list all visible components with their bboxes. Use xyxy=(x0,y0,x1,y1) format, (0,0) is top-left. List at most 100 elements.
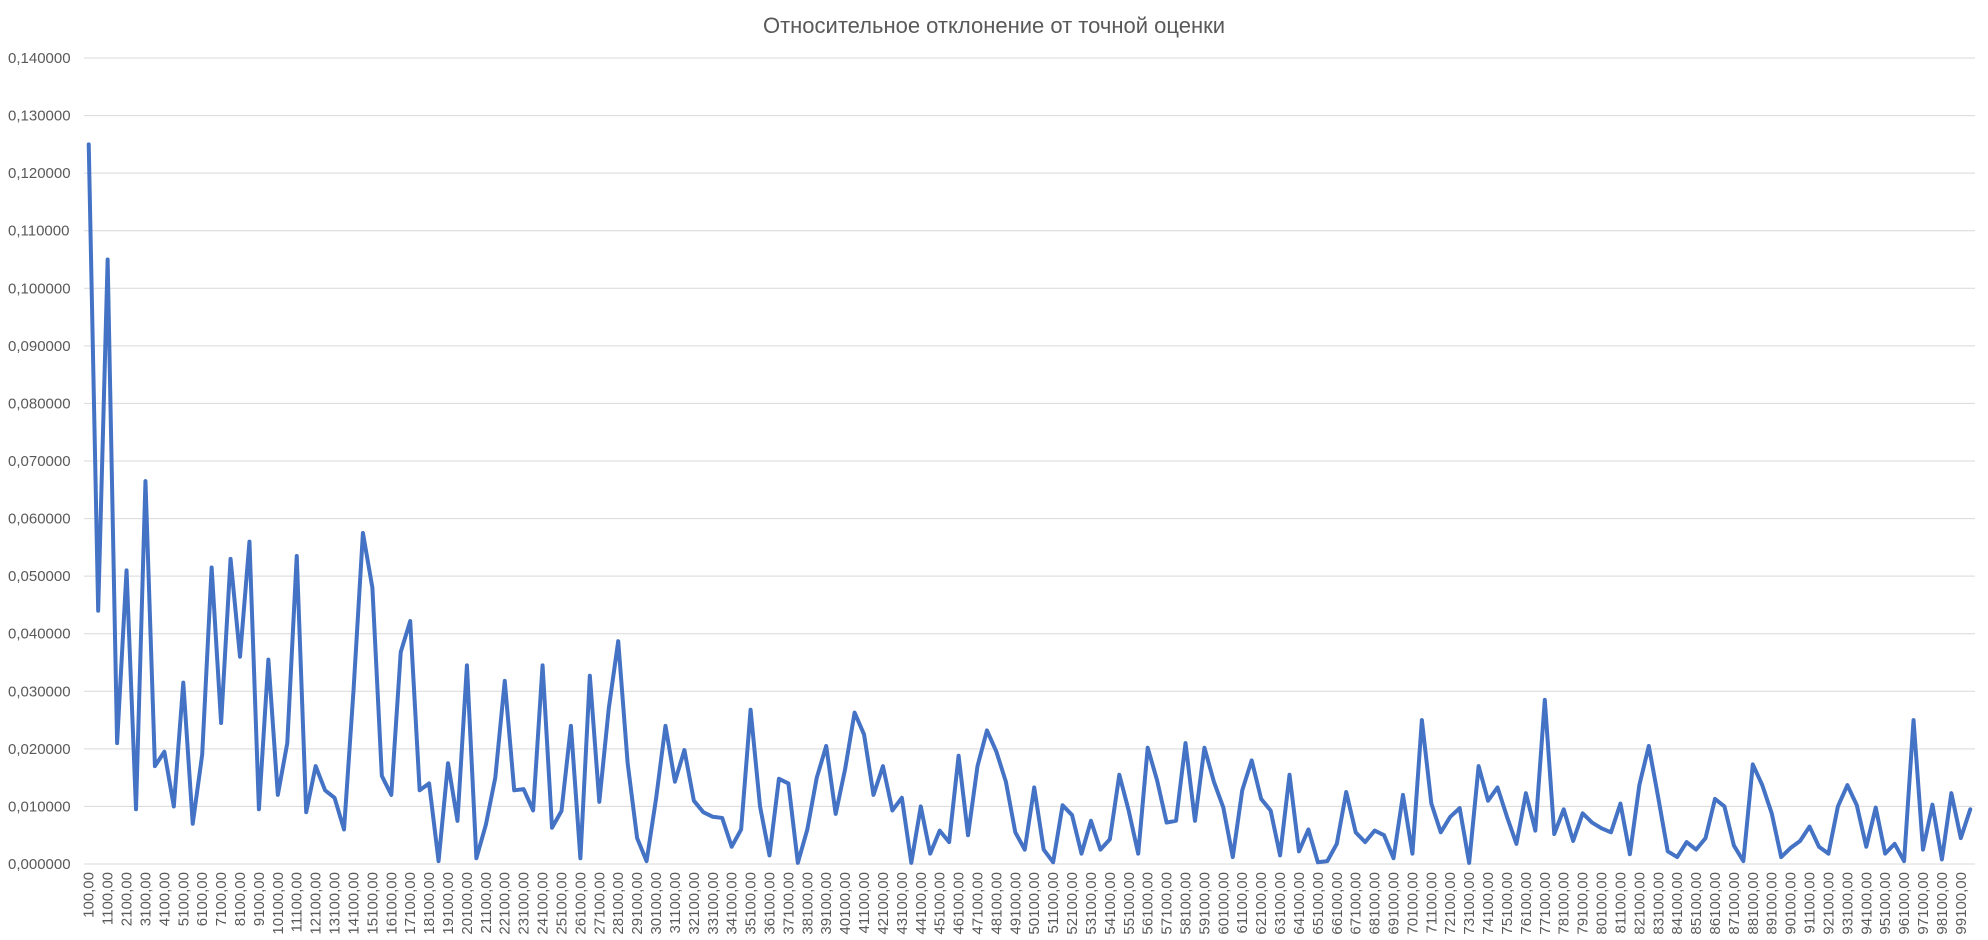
x-tick-label: 37100,00 xyxy=(780,872,797,935)
data-point xyxy=(1335,842,1338,845)
data-point xyxy=(1250,759,1253,762)
x-tick-label: 86100,00 xyxy=(1707,872,1724,935)
data-point xyxy=(551,826,554,829)
data-point xyxy=(1156,779,1159,782)
data-point xyxy=(1808,825,1811,828)
x-tick-label: 73100,00 xyxy=(1461,872,1478,935)
data-point xyxy=(1562,808,1565,811)
data-point xyxy=(257,808,260,811)
data-point xyxy=(1893,842,1896,845)
x-tick-label: 39100,00 xyxy=(818,872,835,935)
data-point xyxy=(1628,853,1631,856)
x-tick-label: 40100,00 xyxy=(837,872,854,935)
data-point xyxy=(787,782,790,785)
data-point xyxy=(1014,831,1017,834)
data-point xyxy=(1855,804,1858,807)
data-point xyxy=(1184,742,1187,745)
data-point xyxy=(995,750,998,753)
data-point xyxy=(1071,814,1074,817)
data-point xyxy=(1089,819,1092,822)
y-tick-label: 0,020000 xyxy=(8,741,71,758)
x-tick-label: 55100,00 xyxy=(1121,872,1138,935)
data-point xyxy=(655,797,658,800)
x-tick-label: 89100,00 xyxy=(1764,872,1781,935)
data-point xyxy=(1420,719,1423,722)
x-tick-label: 18100,00 xyxy=(421,872,438,935)
gridlines xyxy=(84,57,1975,865)
x-tick-label: 19100,00 xyxy=(440,872,457,935)
data-point xyxy=(976,765,979,768)
data-point xyxy=(324,789,327,792)
y-tick-label: 0,030000 xyxy=(8,683,71,700)
data-point xyxy=(1297,850,1300,853)
data-point xyxy=(314,765,317,768)
data-point xyxy=(1316,861,1319,864)
data-point xyxy=(777,777,780,780)
data-point xyxy=(844,768,847,771)
data-point xyxy=(399,651,402,654)
data-point xyxy=(1118,773,1121,776)
data-point xyxy=(210,566,213,569)
data-point xyxy=(872,793,875,796)
data-point xyxy=(201,753,204,756)
data-point xyxy=(1042,848,1045,851)
data-point xyxy=(522,788,525,791)
data-point xyxy=(1165,821,1168,824)
x-tick-label: 51100,00 xyxy=(1045,872,1062,933)
data-point xyxy=(1827,852,1830,855)
data-point xyxy=(1430,802,1433,805)
data-point xyxy=(863,733,866,736)
x-tick-label: 62100,00 xyxy=(1253,872,1270,935)
data-point xyxy=(1231,856,1234,859)
x-tick-label: 80100,00 xyxy=(1594,872,1611,935)
x-tick-label: 22100,00 xyxy=(497,872,514,935)
data-point xyxy=(532,809,535,812)
x-tick-label: 53100,00 xyxy=(1083,872,1100,935)
y-axis-ticks: 0,000000 0,010000 0,020000 0,030000 0,040000… xyxy=(8,50,71,873)
data-point xyxy=(1543,698,1546,701)
x-tick-label: 59100,00 xyxy=(1196,872,1213,935)
x-tick-label: 82100,00 xyxy=(1631,872,1648,935)
data-point xyxy=(1780,856,1783,859)
data-point xyxy=(1732,844,1735,847)
x-tick-label: 34100,00 xyxy=(724,872,741,935)
x-tick-label: 11100,00 xyxy=(289,872,306,932)
x-tick-label: 74100,00 xyxy=(1480,872,1497,935)
x-tick-label: 16100,00 xyxy=(383,872,400,935)
data-point xyxy=(891,809,894,812)
data-point xyxy=(97,609,100,612)
x-tick-label: 78100,00 xyxy=(1556,872,1573,935)
data-point xyxy=(1364,841,1367,844)
data-point xyxy=(673,780,676,783)
data-point xyxy=(1591,821,1594,824)
data-point xyxy=(333,796,336,799)
y-tick-label: 0,140000 xyxy=(8,50,71,67)
data-point xyxy=(664,724,667,727)
data-point xyxy=(985,729,988,732)
data-point xyxy=(484,823,487,826)
data-point xyxy=(1572,839,1575,842)
x-tick-label: 45100,00 xyxy=(932,872,949,935)
data-point xyxy=(87,143,90,146)
data-point xyxy=(1354,831,1357,834)
data-point xyxy=(125,569,128,572)
data-point xyxy=(1969,808,1972,811)
x-tick-label: 98100,00 xyxy=(1934,872,1951,935)
y-tick-label: 0,060000 xyxy=(8,511,71,528)
x-tick-label: 63100,00 xyxy=(1272,872,1289,935)
data-point xyxy=(1477,765,1480,768)
data-point xyxy=(1836,805,1839,808)
x-tick-label: 4100,00 xyxy=(156,872,173,926)
y-tick-label: 0,050000 xyxy=(8,568,71,585)
data-point xyxy=(503,679,506,682)
x-tick-label: 93100,00 xyxy=(1839,872,1856,935)
y-tick-label: 0,040000 xyxy=(8,626,71,643)
x-tick-label: 79100,00 xyxy=(1575,872,1592,935)
data-point xyxy=(1127,810,1130,813)
data-point xyxy=(759,805,762,808)
x-tick-label: 33100,00 xyxy=(705,872,722,935)
x-tick-label: 57100,00 xyxy=(1159,872,1176,935)
data-point xyxy=(1685,841,1688,844)
x-tick-label: 3100,00 xyxy=(137,872,154,926)
